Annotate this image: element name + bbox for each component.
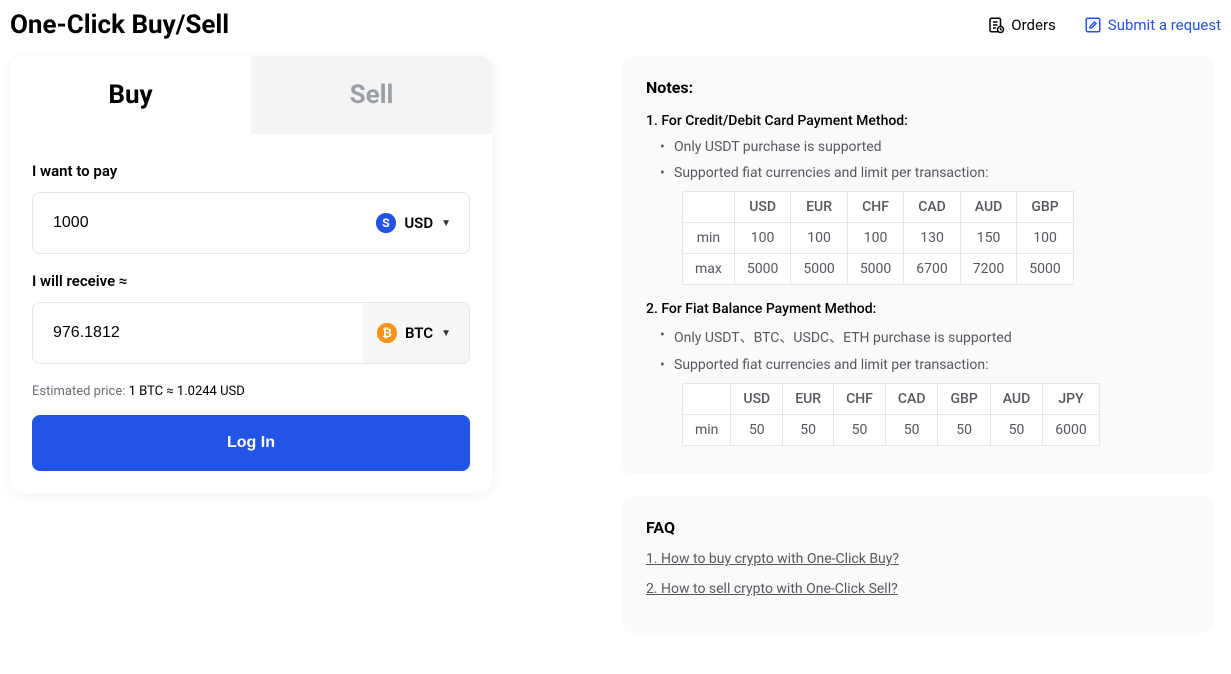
table-col-header: EUR	[783, 384, 834, 415]
estimated-price-value: 1 BTC ≈ 1.0244 USD	[129, 384, 245, 399]
chevron-down-icon: ▼	[441, 218, 451, 229]
login-button[interactable]: Log In	[32, 415, 470, 471]
table-cell: 50	[783, 415, 834, 446]
table-cell: 150	[960, 223, 1016, 254]
notes-bullet: Supported fiat currencies and limit per …	[646, 165, 1190, 181]
notes-bullet: Supported fiat currencies and limit per …	[646, 357, 1190, 373]
submit-request-link[interactable]: Submit a request	[1084, 16, 1221, 34]
limits-table-1: USDEURCHFCADAUDGBPmin100100100130150100m…	[682, 191, 1074, 285]
table-cell: 50	[938, 415, 990, 446]
estimated-price-prefix: Estimated price:	[32, 384, 129, 399]
table-cell: 100	[1017, 223, 1073, 254]
table-col-header: CHF	[834, 384, 886, 415]
notes-section2-heading: 2. For Fiat Balance Payment Method:	[646, 301, 1190, 317]
table-col-header: GBP	[938, 384, 990, 415]
orders-label: Orders	[1011, 16, 1056, 34]
table-col-header: CAD	[885, 384, 938, 415]
table-cell: 100	[847, 223, 903, 254]
edit-icon	[1084, 16, 1102, 34]
orders-link[interactable]: Orders	[987, 16, 1056, 34]
table-cell: 100	[791, 223, 847, 254]
estimated-price: Estimated price: 1 BTC ≈ 1.0244 USD	[32, 384, 470, 399]
table-cell: 7200	[960, 254, 1016, 285]
pay-field: S USD ▼	[32, 192, 470, 254]
buy-sell-card: Buy Sell I want to pay S USD ▼ I will re…	[10, 56, 492, 493]
submit-request-label: Submit a request	[1108, 16, 1221, 34]
table-cell: 50	[990, 415, 1042, 446]
svg-text:₿: ₿	[382, 326, 392, 340]
table-cell: 100	[734, 223, 790, 254]
faq-link[interactable]: 1. How to buy crypto with One-Click Buy?	[646, 551, 1190, 567]
table-col-header: CHF	[847, 192, 903, 223]
table-cell: 5000	[1017, 254, 1073, 285]
notes-title: Notes:	[646, 78, 1190, 97]
table-col-header: USD	[734, 192, 790, 223]
receive-field: ₿ BTC ▼	[32, 302, 470, 364]
table-col-header: EUR	[791, 192, 847, 223]
notes-bullet: Only USDT、BTC、USDC、ETH purchase is suppo…	[646, 327, 1190, 347]
table-col-header: JPY	[1043, 384, 1099, 415]
table-cell: 5000	[791, 254, 847, 285]
pay-currency-code: USD	[404, 214, 433, 232]
receive-currency-select[interactable]: ₿ BTC ▼	[363, 303, 469, 363]
table-col-header: AUD	[990, 384, 1042, 415]
table-col-header: USD	[731, 384, 783, 415]
faq-title: FAQ	[646, 518, 1190, 537]
table-col-header: GBP	[1017, 192, 1073, 223]
orders-icon	[987, 16, 1005, 34]
table-row-label: min	[683, 223, 735, 254]
pay-label: I want to pay	[32, 162, 470, 180]
table-cell: 6700	[904, 254, 960, 285]
receive-label: I will receive ≈	[32, 272, 470, 290]
tab-sell[interactable]: Sell	[251, 56, 492, 134]
right-column: Notes: 1. For Credit/Debit Card Payment …	[622, 56, 1214, 633]
btc-icon: ₿	[377, 323, 397, 343]
content: Buy Sell I want to pay S USD ▼ I will re…	[10, 56, 1221, 633]
tab-buy[interactable]: Buy	[10, 56, 251, 134]
faq-link[interactable]: 2. How to sell crypto with One-Click Sel…	[646, 581, 1190, 597]
receive-input[interactable]	[33, 303, 363, 363]
usd-icon: S	[376, 213, 396, 233]
table-cell: 5000	[847, 254, 903, 285]
table-cell: 50	[834, 415, 886, 446]
table-cell: 130	[904, 223, 960, 254]
pay-currency-select[interactable]: S USD ▼	[362, 193, 469, 253]
table-col-header: CAD	[904, 192, 960, 223]
receive-currency-code: BTC	[405, 324, 433, 342]
header-actions: Orders Submit a request	[987, 16, 1221, 34]
table-col-header: AUD	[960, 192, 1016, 223]
table-row-label: min	[683, 415, 731, 446]
tabs: Buy Sell	[10, 56, 492, 134]
table-cell: 50	[885, 415, 938, 446]
page-title: One-Click Buy/Sell	[10, 10, 229, 40]
pay-input[interactable]	[33, 193, 362, 253]
table-cell: 6000	[1043, 415, 1099, 446]
svg-text:S: S	[383, 216, 390, 230]
limits-table-2: USDEURCHFCADGBPAUDJPYmin5050505050506000	[682, 383, 1100, 446]
notes-section1-heading: 1. For Credit/Debit Card Payment Method:	[646, 113, 1190, 129]
notes-bullet: Only USDT purchase is supported	[646, 139, 1190, 155]
table-row-label: max	[683, 254, 735, 285]
chevron-down-icon: ▼	[441, 328, 451, 339]
table-cell: 5000	[734, 254, 790, 285]
card-body: I want to pay S USD ▼ I will receive ≈ ₿	[10, 134, 492, 493]
faq-panel: FAQ 1. How to buy crypto with One-Click …	[622, 496, 1214, 633]
notes-panel: Notes: 1. For Credit/Debit Card Payment …	[622, 56, 1214, 474]
table-cell: 50	[731, 415, 783, 446]
page-header: One-Click Buy/Sell Orders Submit a reque…	[10, 10, 1221, 56]
